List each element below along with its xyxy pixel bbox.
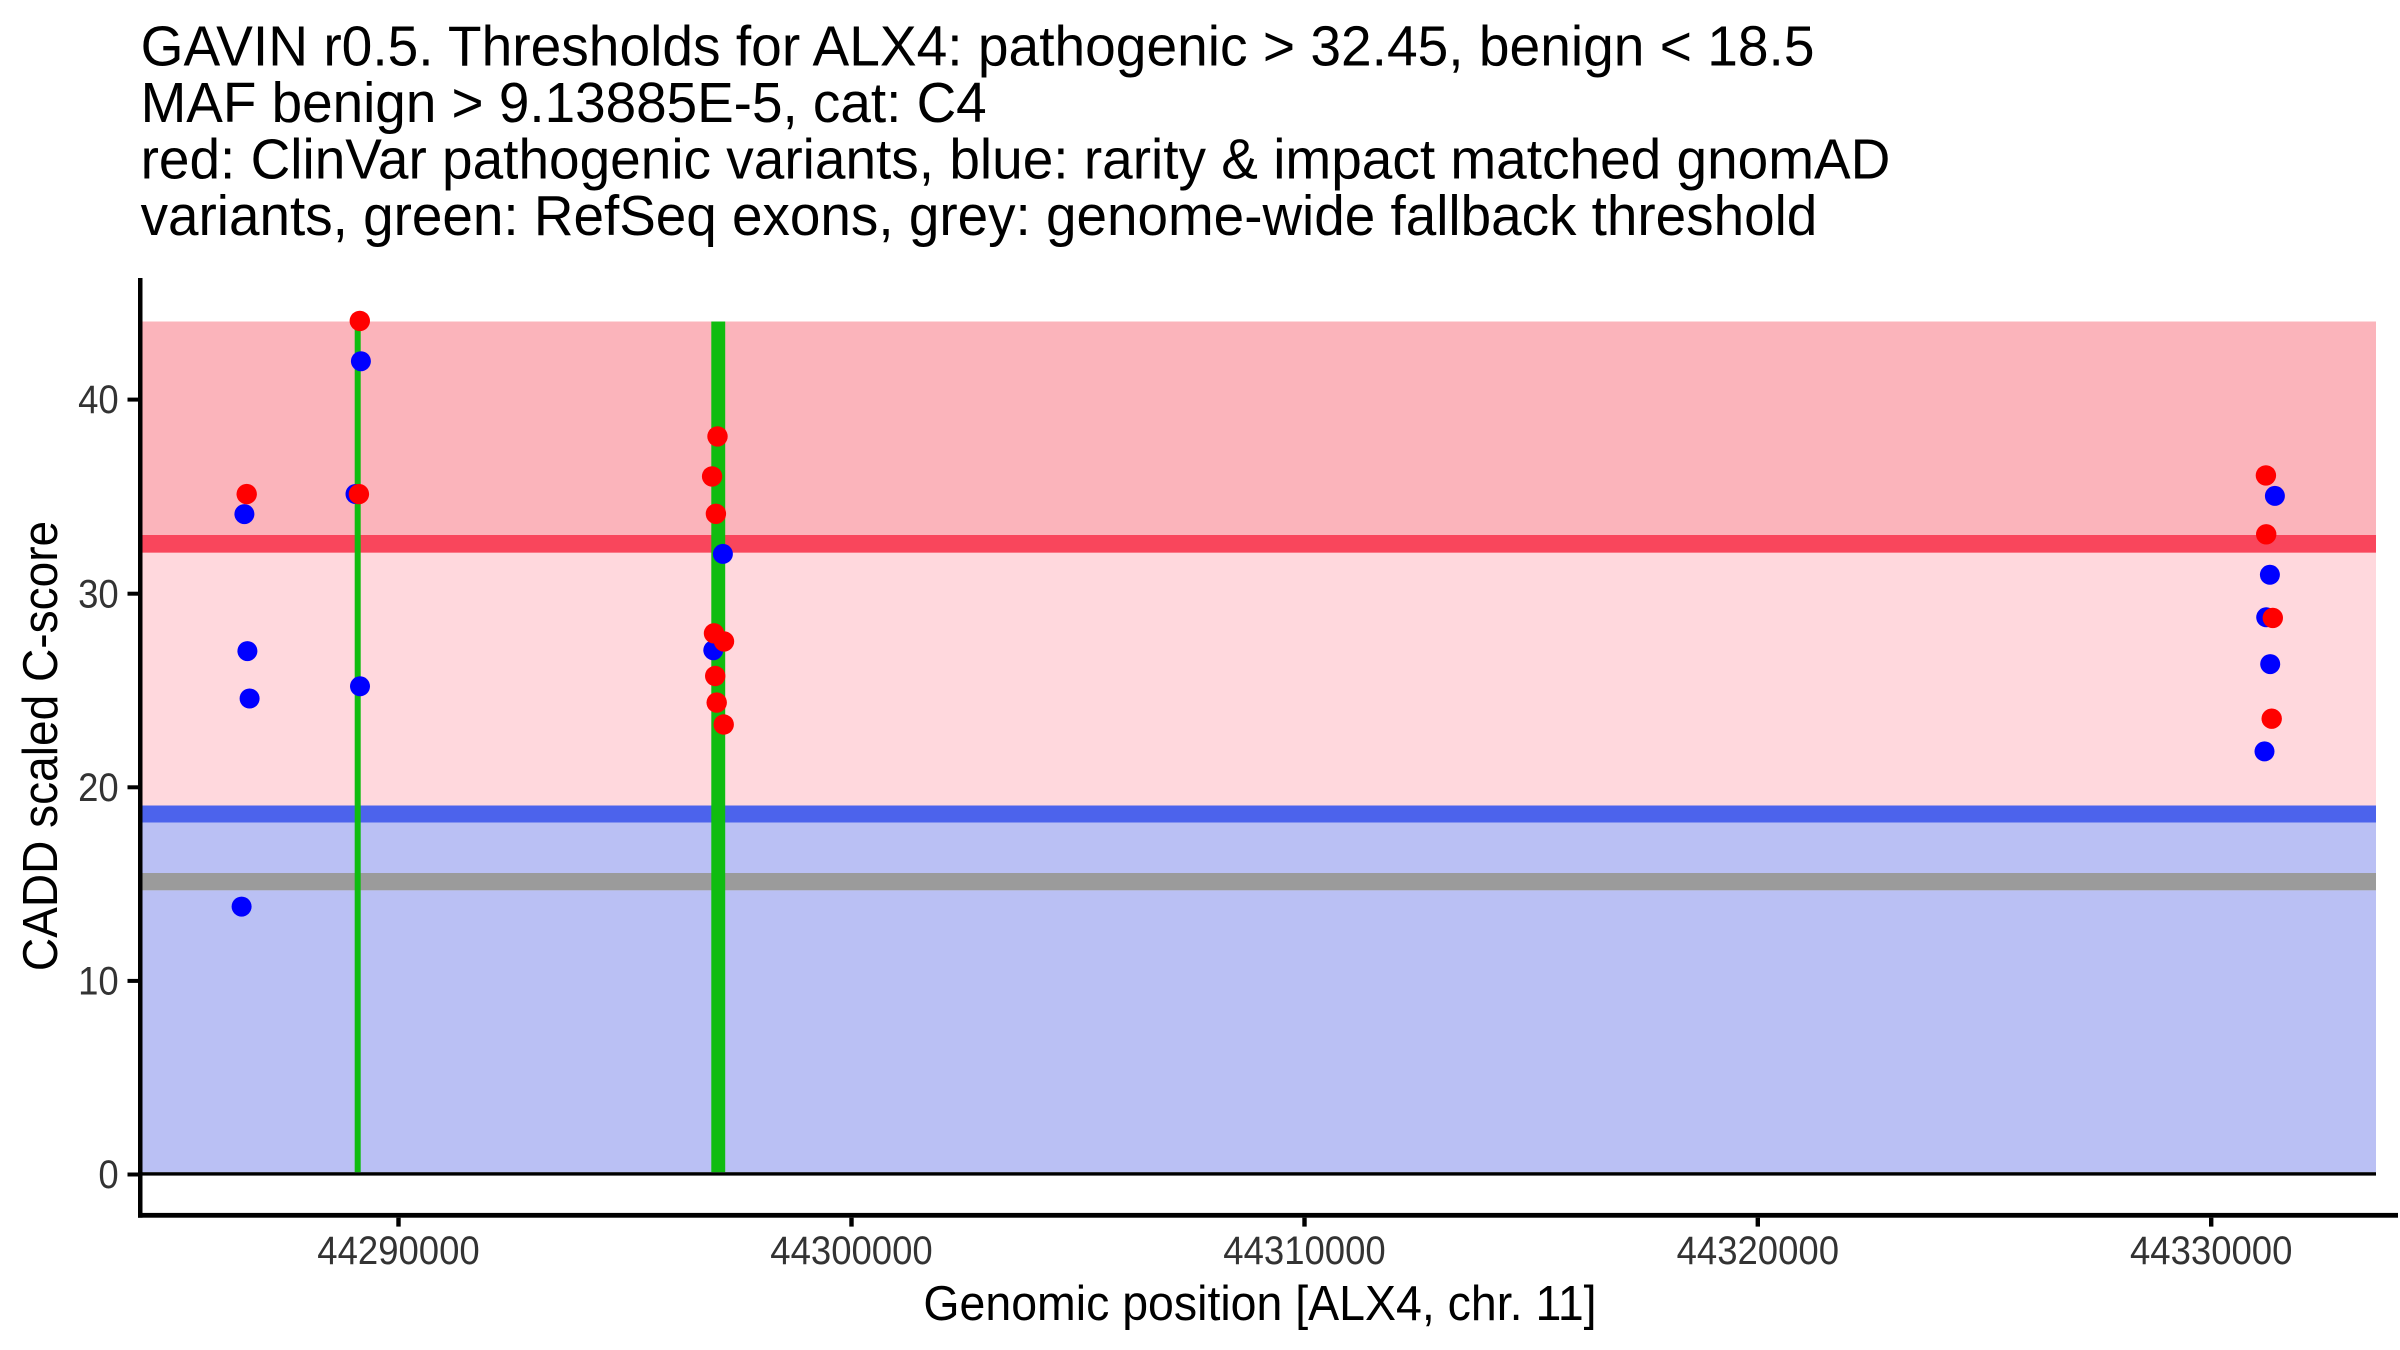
svg-text:CADD scaled C-score: CADD scaled C-score [14, 521, 68, 971]
svg-text:Genomic position [ALX4, chr. 1: Genomic position [ALX4, chr. 11] [923, 1277, 1596, 1331]
svg-text:variants, green: RefSeq exons,: variants, green: RefSeq exons, grey: gen… [141, 184, 1818, 248]
svg-text:red: ClinVar pathogenic varian: red: ClinVar pathogenic variants, blue: … [141, 127, 1891, 191]
svg-text:44320000: 44320000 [1677, 1229, 1839, 1273]
svg-text:44300000: 44300000 [770, 1229, 932, 1273]
svg-text:30: 30 [78, 572, 119, 616]
svg-text:MAF benign > 9.13885E-5, cat:: MAF benign > 9.13885E-5, cat: C4 [141, 71, 987, 135]
svg-text:GAVIN r0.5. Thresholds for ALX: GAVIN r0.5. Thresholds for ALX4: pathoge… [141, 14, 1815, 78]
svg-text:10: 10 [78, 960, 119, 1004]
svg-text:44330000: 44330000 [2130, 1229, 2292, 1273]
svg-text:20: 20 [78, 766, 119, 810]
svg-text:44310000: 44310000 [1223, 1229, 1385, 1273]
svg-text:44290000: 44290000 [317, 1229, 479, 1273]
svg-text:40: 40 [78, 378, 119, 422]
svg-text:0: 0 [98, 1153, 118, 1197]
